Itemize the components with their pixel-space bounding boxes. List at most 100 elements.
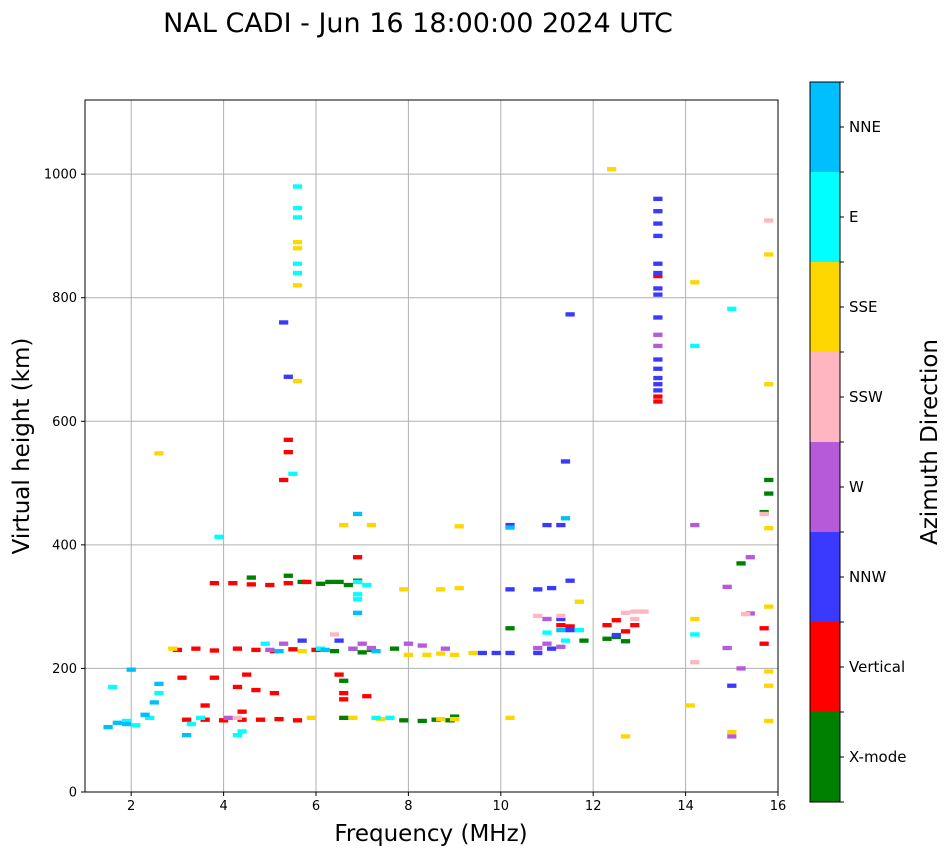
echo-point [348,646,358,651]
echo-point [736,561,746,566]
echo-point [352,610,363,615]
echo-point [690,660,700,665]
echo-point [574,627,584,633]
echo-point [547,585,557,591]
echo-point [560,516,571,521]
echo-point [417,643,427,648]
echo-point [722,645,732,651]
echo-point [759,626,769,631]
echo-point [288,471,298,476]
echo-point [366,522,377,528]
echo-point [565,312,575,317]
echo-point [352,555,363,560]
echo-point [620,734,631,739]
colorbar-segment [810,712,840,802]
echo-point [764,252,774,257]
echo-point [533,645,543,651]
echo-point [389,646,400,651]
echo-point [653,273,663,279]
colorbar-tick-label: SSW [849,388,883,406]
echo-point [653,221,663,226]
echo-point [154,690,164,696]
echo-point [440,646,450,651]
colorbar-tick-label: W [849,478,864,496]
echo-point [251,687,261,693]
echo-point [232,684,243,690]
echo-point [362,582,372,588]
colorbar-segment [810,622,840,712]
series-nne [103,511,571,738]
echo-point [556,627,566,633]
echo-point [653,343,663,349]
echo-point [403,641,414,646]
echo-point [302,579,312,585]
echo-point [223,715,233,721]
echo-point [454,585,464,591]
echo-point [108,684,118,690]
echo-point [357,641,367,646]
colorbar-segment [810,352,840,442]
echo-point [292,283,303,288]
echo-point [195,715,206,721]
echo-point [690,280,700,285]
echo-point [542,616,552,622]
echo-point [237,729,247,734]
echo-point [292,261,303,266]
echo-point [274,648,284,654]
echo-point [126,667,136,672]
echo-point [736,666,746,671]
echo-point [602,623,612,628]
echo-point [325,579,335,585]
echo-point [653,261,663,266]
echo-point [764,683,774,688]
echo-point [764,382,774,387]
echo-marks [103,167,774,739]
echo-point [505,522,515,528]
echo-point [579,638,589,643]
echo-point [329,648,340,654]
echo-point [209,675,219,680]
echo-point [283,374,293,379]
echo-point [727,729,737,735]
echo-point [399,587,409,592]
echo-point [232,715,243,721]
echo-point [228,581,238,586]
echo-point [417,718,427,724]
echo-point [764,669,774,674]
y-tick-label: 200 [52,662,77,677]
echo-point [103,724,113,730]
colorbar-tick-label: E [849,208,858,226]
echo-point [292,718,303,723]
echo-point [653,233,663,239]
echo-point [653,332,663,337]
echo-point [265,647,275,653]
echo-point [274,716,284,722]
colorbar-tick-label: Vertical [849,658,905,676]
echo-point [607,167,617,172]
echo-point [283,573,293,578]
echo-point [371,648,381,654]
colorbar-tick-label: X-mode [849,748,906,766]
echo-point [764,526,774,531]
colorbar-tick-label: NNW [849,568,886,586]
echo-point [255,717,266,722]
echo-point [279,320,289,325]
series-nnw [279,196,737,688]
echo-point [468,650,478,656]
echo-point [209,581,219,586]
echo-point [653,388,663,393]
echo-point [542,522,552,528]
echo-point [653,382,663,387]
axis-ticks: 2 4 6 8 10 12 14 16 0 200 400 600 800 1000 [44,168,786,814]
x-tick-label: 8 [404,799,412,814]
echo-point [232,732,243,738]
echo-point [265,582,275,588]
echo-point [283,450,293,455]
echo-point [491,650,501,656]
echo-point [182,717,192,722]
colorbar-segment [810,442,840,532]
echo-point [653,209,663,214]
echo-point [422,652,432,657]
echo-point [653,366,663,371]
echo-point [436,587,446,592]
